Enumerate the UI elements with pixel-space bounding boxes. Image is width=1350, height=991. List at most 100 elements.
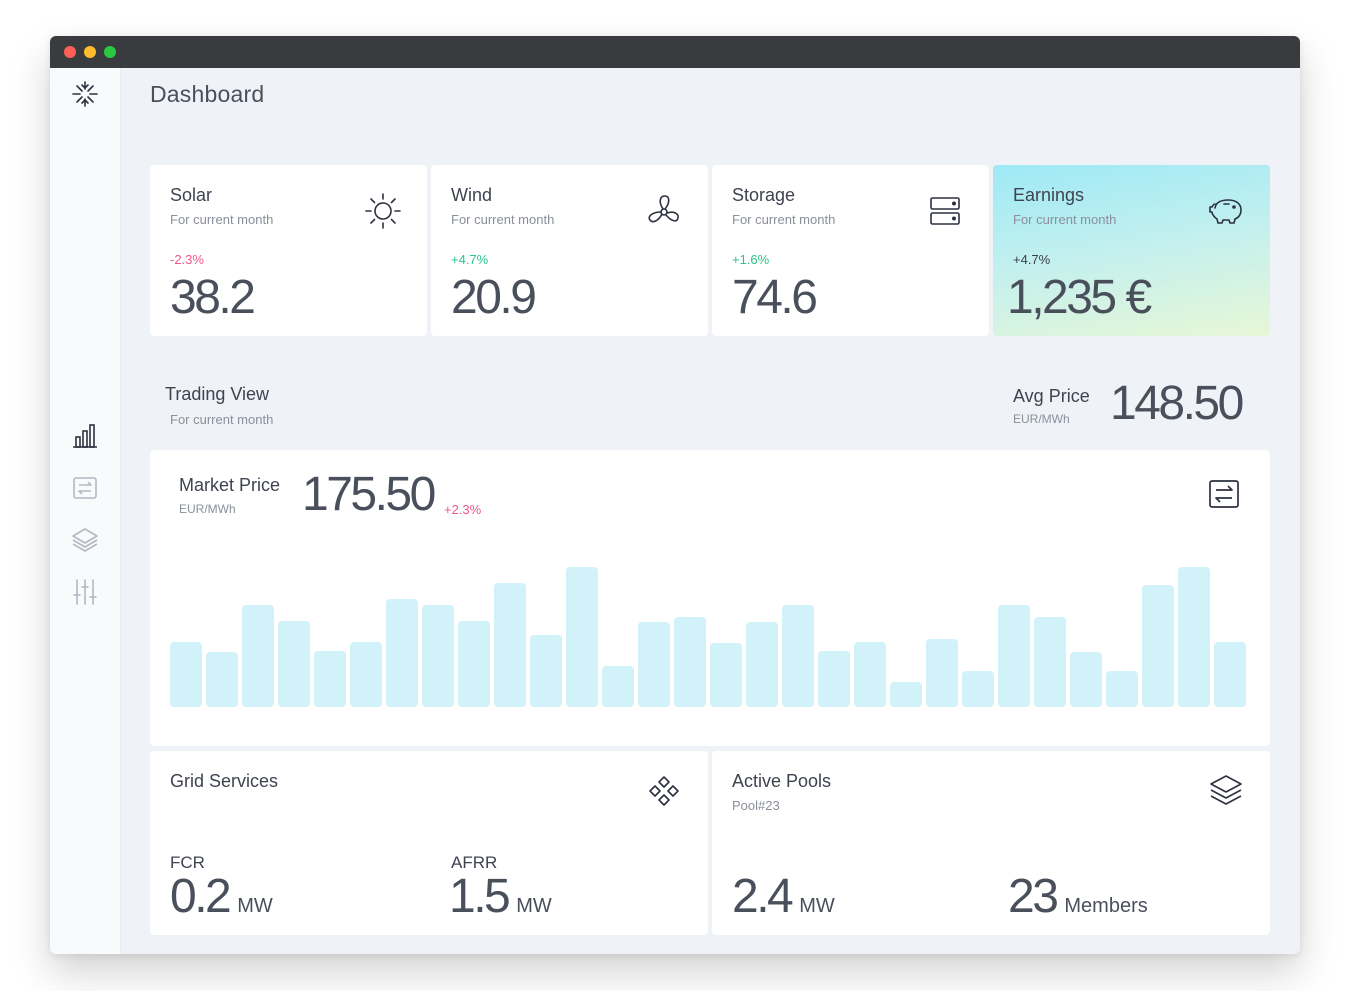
avg-price-value: 148.50 [1110,377,1244,430]
afrr-unit: MW [516,895,552,917]
card-title: Storage [732,185,796,205]
bar-9[interactable] [458,621,490,707]
card-subtitle: For current month [170,212,274,227]
bar-12[interactable] [566,567,598,707]
app-window: Dashboard Solar For current month -2.3% … [50,36,1300,954]
bar-6[interactable] [350,642,382,707]
active-pools-subtitle: Pool#23 [732,798,780,813]
sun-icon [363,191,403,231]
bar-5[interactable] [314,651,346,707]
chart-icon[interactable] [71,422,99,450]
earnings-card[interactable]: Earnings For current month +4.7% 1,235 € [993,165,1270,336]
card-delta: +4.7% [451,252,489,267]
bar-29[interactable] [1178,567,1210,707]
title-bar [50,36,1300,68]
trading-view-title: Trading View [165,384,270,404]
pool-members-value: 23 Members [1008,869,1148,924]
fan-icon [644,191,684,231]
avg-price-unit: EUR/MWh [1013,412,1070,426]
bar-25[interactable] [1034,617,1066,707]
pool-power-number: 2.4 [732,870,794,923]
layers-icon [1206,771,1246,811]
bar-1[interactable] [170,642,202,707]
grid-services-card[interactable]: Grid Services FCR 0.2 MW AFRR 1.5 MW [150,751,708,935]
bar-10[interactable] [494,583,526,707]
active-pools-card[interactable]: Active Pools Pool#23 2.4 MW 23 Members [712,751,1270,935]
market-price-unit: EUR/MWh [179,502,236,516]
card-value: 20.9 [451,271,537,324]
bar-20[interactable] [854,642,886,707]
solar-card[interactable]: Solar For current month -2.3% 38.2 [150,165,427,336]
bar-13[interactable] [602,666,634,707]
market-price-chart [170,567,1246,707]
card-delta: +1.6% [732,252,770,267]
pool-power-unit: MW [799,895,835,917]
fcr-label: FCR [170,853,205,872]
diamond-grid-icon [644,773,684,813]
avg-price-label: Avg Price [1013,386,1090,406]
fcr-value: 0.2 MW [170,869,273,924]
bar-18[interactable] [782,605,814,707]
bar-3[interactable] [242,605,274,707]
close-window-button[interactable] [64,46,76,58]
bar-11[interactable] [530,635,562,707]
market-price-label: Market Price [179,475,281,495]
page-title: Dashboard [150,81,265,107]
bar-30[interactable] [1214,642,1246,707]
market-price-card: Market Price EUR/MWh 175.50 +2.3% [150,450,1270,746]
maximize-window-button[interactable] [104,46,116,58]
card-value: 38.2 [170,271,256,324]
card-delta: -2.3% [170,252,204,267]
market-price-delta: +2.3% [444,502,482,517]
sparkle-logo-icon[interactable] [71,80,99,108]
bar-2[interactable] [206,652,238,707]
bar-14[interactable] [638,622,670,707]
piggy-bank-icon [1206,191,1246,231]
fcr-number: 0.2 [170,870,232,923]
bar-26[interactable] [1070,652,1102,707]
pool-members-unit: Members [1064,895,1148,917]
sliders-icon[interactable] [71,578,99,606]
market-price-value: 175.50 [302,468,436,521]
bar-19[interactable] [818,651,850,707]
afrr-number: 1.5 [449,870,511,923]
pool-members-number: 23 [1008,870,1059,923]
bar-22[interactable] [926,639,958,707]
storage-card[interactable]: Storage For current month +1.6% 74.6 [712,165,989,336]
sidebar [50,68,121,954]
card-value: 74.6 [732,271,818,324]
bar-7[interactable] [386,599,418,707]
bar-21[interactable] [890,682,922,707]
wind-card[interactable]: Wind For current month +4.7% 20.9 [431,165,708,336]
main-content: Dashboard Solar For current month -2.3% … [120,68,1300,954]
server-icon [925,191,965,231]
grid-services-title: Grid Services [170,771,279,791]
bar-28[interactable] [1142,585,1174,707]
minimize-window-button[interactable] [84,46,96,58]
card-subtitle: For current month [1013,212,1117,227]
trading-view-subtitle: For current month [170,412,274,427]
bar-15[interactable] [674,617,706,707]
active-pools-title: Active Pools [732,771,832,791]
fcr-unit: MW [237,895,273,917]
bar-8[interactable] [422,605,454,707]
card-subtitle: For current month [732,212,836,227]
exchange-icon[interactable] [1206,476,1242,512]
afrr-value: 1.5 MW [449,869,552,924]
card-delta: +4.7% [1013,252,1051,267]
pool-power-value: 2.4 MW [732,869,835,924]
card-value: 1,235 € [1007,271,1152,324]
layers-icon[interactable] [71,526,99,554]
afrr-label: AFRR [451,853,498,872]
bar-17[interactable] [746,622,778,707]
bar-27[interactable] [1106,671,1138,707]
bar-23[interactable] [962,671,994,707]
card-title: Earnings [1013,185,1085,205]
bar-16[interactable] [710,643,742,707]
card-subtitle: For current month [451,212,555,227]
card-title: Solar [170,185,213,205]
exchange-icon[interactable] [71,474,99,502]
bar-4[interactable] [278,621,310,707]
bar-24[interactable] [998,605,1030,707]
card-title: Wind [451,185,493,205]
